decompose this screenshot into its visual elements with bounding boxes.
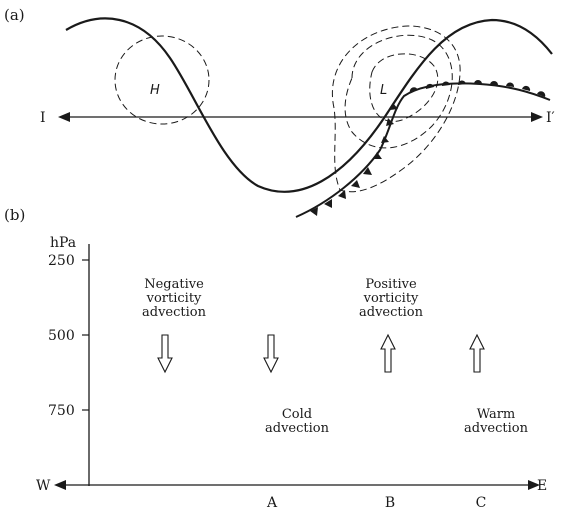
warm-front-semicircle bbox=[425, 83, 434, 89]
annotation-line: vorticity bbox=[146, 291, 202, 306]
west-label: W bbox=[36, 478, 51, 494]
cold-front-triangle bbox=[390, 103, 398, 110]
warm-front-semicircle bbox=[490, 81, 498, 85]
annotation-line: Positive bbox=[365, 277, 417, 292]
low-pressure-contours bbox=[332, 25, 461, 193]
cold-front-triangle bbox=[381, 136, 389, 143]
point-label-a: A bbox=[266, 495, 278, 511]
vertical-motion-arrows bbox=[157, 333, 485, 374]
cold-front-triangle bbox=[310, 207, 318, 216]
east-arrowhead bbox=[528, 480, 540, 490]
annotation-line: advection bbox=[464, 421, 529, 436]
low-contour-middle bbox=[344, 34, 453, 149]
cold-front-triangle bbox=[363, 167, 372, 175]
high-pressure-contour bbox=[114, 35, 210, 125]
section-line bbox=[58, 112, 543, 122]
west-east-axis bbox=[54, 480, 540, 490]
negative-vorticity-annotation: Negative vorticity advection bbox=[142, 277, 207, 320]
section-label-left: I bbox=[40, 110, 46, 126]
warm-front-semicircle bbox=[522, 85, 531, 91]
east-label: E bbox=[537, 478, 547, 494]
panel-b-label: (b) bbox=[4, 206, 25, 224]
positive-vorticity-annotation: Positive vorticity advection bbox=[359, 277, 424, 320]
pressure-tick-label-250: 250 bbox=[48, 253, 75, 269]
warm-front-semicircle bbox=[409, 87, 418, 93]
warm-front-semicircle bbox=[537, 91, 546, 97]
warm-front-semicircle bbox=[474, 80, 482, 84]
annotation-line: advection bbox=[359, 305, 424, 320]
ascending-arrow bbox=[469, 333, 485, 373]
descending-arrow bbox=[263, 334, 279, 374]
section-line-left-arrowhead bbox=[58, 112, 70, 122]
warm-front-semicircle bbox=[441, 81, 450, 86]
annotation-line: Cold bbox=[282, 407, 312, 422]
west-arrowhead bbox=[54, 480, 66, 490]
cold-front-triangle bbox=[338, 190, 346, 199]
descending-arrow bbox=[157, 334, 173, 374]
warm-front-semicircle bbox=[506, 82, 515, 87]
cold-front-triangle bbox=[386, 118, 394, 126]
panel-b: (b) hPa 250 500 750 W E A B C Negative v… bbox=[4, 206, 547, 511]
upper-level-wave bbox=[65, 17, 553, 193]
annotation-line: Negative bbox=[144, 277, 204, 292]
cold-front-triangle bbox=[373, 152, 382, 159]
point-label-b: B bbox=[385, 495, 395, 511]
panel-a-label: (a) bbox=[4, 6, 25, 24]
warm-front-symbols bbox=[409, 80, 546, 97]
low-pressure-label: L bbox=[380, 83, 387, 98]
pressure-axis-unit: hPa bbox=[50, 235, 76, 251]
low-contour-outer bbox=[332, 25, 461, 193]
warm-advection-annotation: Warm advection bbox=[464, 407, 529, 436]
cold-front-symbols bbox=[310, 103, 398, 216]
cold-front-triangle bbox=[351, 180, 360, 188]
annotation-line: vorticity bbox=[363, 291, 419, 306]
point-label-c: C bbox=[476, 495, 487, 511]
annotation-line: advection bbox=[265, 421, 330, 436]
pressure-tick-label-750: 750 bbox=[48, 403, 75, 419]
section-line-right-arrowhead bbox=[531, 112, 543, 122]
low-contour-inner bbox=[369, 53, 439, 122]
pressure-tick-label-500: 500 bbox=[48, 328, 75, 344]
ascending-arrow bbox=[380, 333, 396, 373]
cold-advection-annotation: Cold advection bbox=[265, 407, 330, 436]
annotation-line: Warm bbox=[477, 407, 516, 422]
section-label-right: I′ bbox=[546, 110, 555, 126]
surface-front bbox=[295, 82, 551, 218]
panel-a: (a) I I′ H L bbox=[4, 6, 555, 218]
high-pressure-label: H bbox=[150, 83, 160, 98]
annotation-line: advection bbox=[142, 305, 207, 320]
warm-front-semicircle bbox=[457, 80, 466, 85]
cold-front-triangle bbox=[324, 199, 332, 208]
